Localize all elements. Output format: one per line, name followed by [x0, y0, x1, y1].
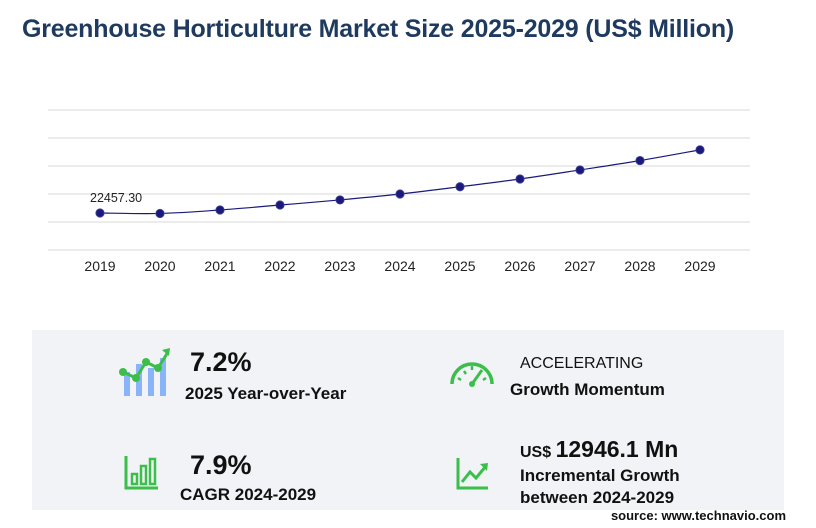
stats-panel: [32, 330, 784, 510]
data-point: [395, 189, 405, 199]
incremental-label-line2: between 2024-2029: [520, 488, 675, 507]
cagr-label: CAGR 2024-2029: [180, 485, 317, 504]
chart-title: Greenhouse Horticulture Market Size 2025…: [22, 15, 735, 43]
trend-up-icon: [456, 458, 488, 490]
momentum-line2: Growth Momentum: [510, 380, 665, 399]
incremental-label-line1: Incremental Growth: [520, 466, 680, 485]
x-tick-label: 2025: [444, 258, 475, 274]
data-point: [215, 205, 225, 215]
x-tick-label: 2020: [144, 258, 175, 274]
line-chart: 2019 2020 2021 2022 2023 2024 2025 2026 2027 2028…: [48, 109, 750, 274]
x-tick-label: 2023: [324, 258, 355, 274]
x-tick-label: 2026: [504, 258, 535, 274]
x-tick-label: 2021: [204, 258, 235, 274]
incremental-value-row: US$ 12946.1 Mn: [520, 436, 678, 463]
cagr-value: 7.9%: [190, 450, 252, 480]
data-point: [695, 145, 705, 155]
bar-chart-icon: [124, 456, 158, 490]
yoy-label: 2025 Year-over-Year: [185, 384, 347, 403]
data-label: 22457.30: [90, 191, 142, 205]
yoy-value: 7.2%: [190, 347, 252, 377]
x-tick-label: 2027: [564, 258, 595, 274]
x-tick-label: 2028: [624, 258, 655, 274]
speedometer-icon: [450, 362, 494, 387]
currency-prefix: US$: [520, 444, 552, 461]
x-tick-label: 2019: [84, 258, 115, 274]
data-point: [95, 208, 105, 218]
data-point: [515, 174, 525, 184]
data-point: [275, 200, 285, 210]
series-line: [99, 149, 701, 215]
source-credit: source: www.technavio.com: [610, 508, 786, 523]
x-tick-label: 2022: [264, 258, 295, 274]
incremental-value: 12946.1 Mn: [555, 436, 679, 462]
x-tick-label: 2024: [384, 258, 415, 274]
momentum-line1: ACCELERATING: [520, 355, 644, 372]
x-tick-label: 2029: [684, 258, 715, 274]
growth-chart-icon: [119, 348, 170, 396]
data-point: [455, 182, 465, 192]
data-point: [335, 195, 345, 205]
data-point: [575, 165, 585, 175]
data-point: [635, 155, 645, 166]
data-point: [155, 208, 165, 219]
